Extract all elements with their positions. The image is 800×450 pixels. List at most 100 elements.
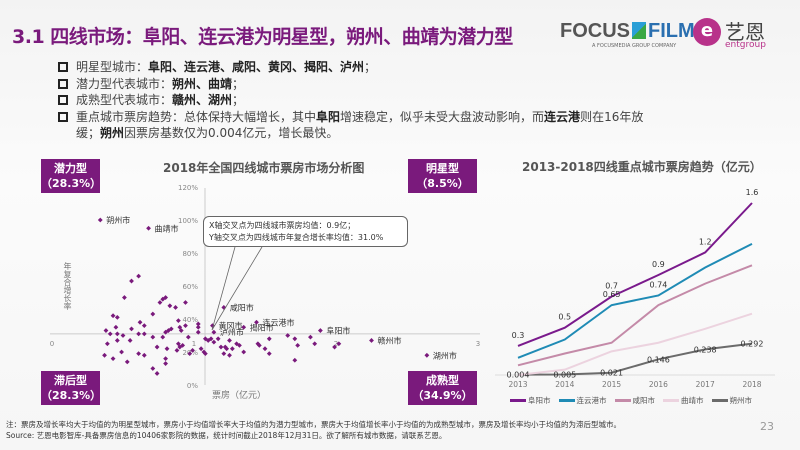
bullet-text: 增速稳定，似乎未受大盘波动影响，而: [340, 109, 545, 124]
legend-label: 连云港市: [576, 396, 607, 405]
scatter-point: [224, 346, 230, 352]
entgroup-en: entgroup: [725, 40, 766, 50]
data-label: 0.3: [512, 331, 525, 340]
series-line: [517, 342, 753, 376]
scatter-point: [146, 225, 151, 231]
bullet-bold: 连云港: [544, 109, 581, 124]
data-label: 0.238: [694, 345, 717, 354]
legend-label: 曲靖市: [681, 396, 704, 405]
footnote-source: Source: 艺恩电影智库-具备票房信息的10406家影院的数据，统计时间截止…: [6, 431, 447, 440]
focus-film-logo: FOCUS FILM: [560, 20, 695, 43]
scatter-title: 2018年全国四线城市票房市场分析图: [163, 161, 365, 175]
quadrant-name: 明星型: [426, 162, 459, 175]
scatter-point: [183, 323, 188, 328]
logo-text: FILM: [648, 20, 695, 42]
point-label: 黄冈市: [218, 321, 242, 331]
scatter-point: [102, 352, 107, 358]
scatter-point: [107, 331, 113, 337]
quadrant-pct: （34.9%）: [412, 389, 473, 402]
scatter-point: [167, 303, 173, 309]
point-label: 阜阳市: [326, 326, 350, 336]
scatter-point: [137, 319, 143, 325]
scatter-point: [166, 328, 171, 333]
scatter-point: [183, 300, 188, 305]
quadrant-mature: 成熟型 （34.9%）: [408, 371, 477, 405]
scatter-point: [177, 324, 183, 330]
line-x-tick-label: 2014: [555, 380, 574, 389]
legend-swatch: [614, 399, 631, 402]
scatter-point: [163, 356, 168, 361]
scatter-point: [136, 351, 142, 357]
scatter-point: [163, 295, 168, 300]
scatter-point: [312, 341, 318, 347]
line-x-tick-label: 2017: [696, 380, 715, 389]
bullet-bold: 朔州: [100, 126, 125, 140]
scatter-point: [141, 352, 147, 358]
entgroup-cn: 艺恩: [725, 20, 765, 44]
scatter-point: [150, 311, 156, 317]
data-label: 0.9: [652, 260, 665, 269]
point-label: 曲靖市: [155, 223, 179, 233]
quadrant-name: 滞后型: [54, 374, 87, 387]
logo-subtitle: A FOCUSMEDIA GROUP COMPANY: [592, 43, 677, 49]
scatter-point: [369, 338, 374, 343]
y-tick-label: 80%: [182, 250, 198, 258]
x-tick-label: 2: [334, 340, 338, 348]
bullet-text: 缓；: [76, 126, 101, 140]
scatter-point: [141, 331, 147, 337]
scatter-point: [292, 357, 298, 363]
scatter-point: [308, 334, 313, 340]
scatter-point: [292, 336, 298, 342]
callout-pointer: [211, 246, 263, 331]
scatter-point: [175, 318, 181, 324]
data-label: 0.146: [647, 355, 670, 364]
scatter-point: [208, 336, 214, 342]
point-label: 朔州市: [106, 215, 130, 225]
series-line: [517, 264, 753, 367]
legend-swatch: [663, 399, 679, 402]
scatter-point: [141, 323, 147, 328]
scatter-point: [114, 314, 120, 320]
line-x-tick-label: 2015: [602, 380, 621, 389]
scatter-point: [187, 351, 193, 357]
scatter-point: [124, 359, 130, 365]
scatter-point: [229, 346, 235, 352]
scatter-point: [103, 328, 109, 333]
point-label: 连云港市: [262, 317, 294, 327]
scatter-point: [129, 326, 134, 332]
scatter-point: [201, 349, 207, 355]
legend-item: 朔州市: [711, 395, 752, 406]
bullet-end: ；: [232, 93, 245, 107]
data-label: 0.5: [558, 313, 571, 322]
callout-line: X轴交叉点为四线城市票房均值：0.9亿；: [209, 221, 356, 230]
series-line: [517, 202, 753, 347]
line-x-tick-label: 2016: [649, 380, 668, 389]
scatter-point: [227, 352, 232, 358]
scatter-point: [174, 347, 180, 353]
scatter-point: [266, 351, 272, 357]
bullet-text: 重点城市票房趋势：总体保持大幅增长，其中: [76, 109, 317, 124]
line-chart-title: 2013-2018四线重点城市票房趋势（亿元）: [522, 160, 762, 174]
line-x-tick-label: 2013: [508, 380, 527, 389]
scatter-point: [195, 329, 201, 335]
square-bullet-icon: [58, 78, 68, 89]
point-label: 泸州市: [220, 327, 244, 337]
axis-cross-callout: X轴交叉点为四线城市票房均值：0.9亿； Y轴交叉点为四线城市年复合增长率均值：…: [203, 216, 408, 247]
flag-icon: [632, 22, 646, 39]
legend-item: 连云港市: [558, 395, 607, 406]
y-tick-label: 40%: [182, 316, 198, 324]
scatter-point: [164, 346, 170, 352]
scatter-point: [234, 341, 239, 347]
legend-swatch: [510, 399, 526, 402]
scatter-point: [177, 344, 183, 350]
scatter-point: [154, 371, 160, 376]
legend-item: 阜阳市: [510, 395, 551, 406]
scatter-point: [173, 305, 178, 310]
scatter-point: [150, 334, 156, 340]
quadrant-lagging: 滞后型 （28.3%）: [41, 371, 101, 405]
scatter-point: [168, 326, 174, 332]
x-tick-label: 1: [192, 340, 196, 348]
scatter-point: [256, 343, 262, 348]
quadrant-name: 潜力型: [54, 162, 87, 175]
x-tick-label: 0: [50, 340, 54, 348]
